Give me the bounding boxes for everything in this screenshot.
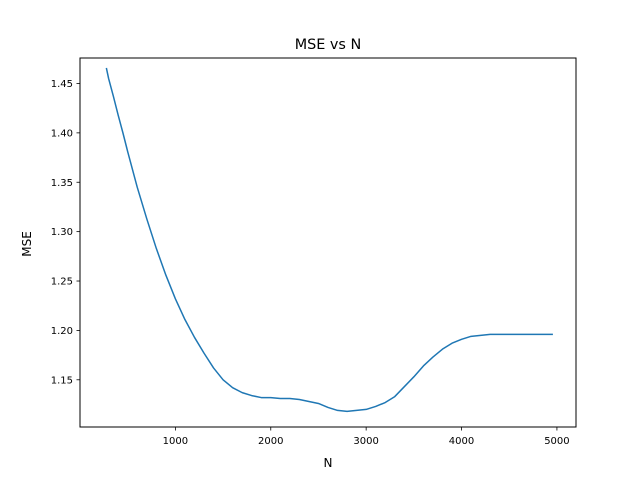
y-tick-label: 1.30 bbox=[51, 227, 73, 238]
ticks-layer: 1000 2000 3000 4000 5000 1.15 1.20 1.25 1.30 1.35… bbox=[51, 79, 570, 447]
mse-series-line bbox=[105, 67, 553, 413]
x-tick-label: 2000 bbox=[258, 436, 283, 447]
y-tick-label: 1.15 bbox=[51, 375, 73, 386]
plot-frame bbox=[79, 57, 577, 428]
series-layer bbox=[105, 67, 553, 413]
y-tick-label: 1.40 bbox=[51, 128, 73, 139]
y-tick-label: 1.35 bbox=[51, 178, 73, 189]
y-tick-label: 1.20 bbox=[51, 326, 73, 337]
x-axis-label: N bbox=[324, 456, 333, 470]
x-tick-label: 3000 bbox=[353, 436, 378, 447]
x-tick-label: 1000 bbox=[163, 436, 188, 447]
y-axis-label: MSE bbox=[20, 231, 34, 257]
x-tick-label: 5000 bbox=[544, 436, 569, 447]
x-tick-label: 4000 bbox=[449, 436, 474, 447]
y-tick-label: 1.45 bbox=[51, 79, 73, 90]
y-tick-label: 1.25 bbox=[51, 277, 73, 288]
chart-title: MSE vs N bbox=[295, 37, 362, 53]
